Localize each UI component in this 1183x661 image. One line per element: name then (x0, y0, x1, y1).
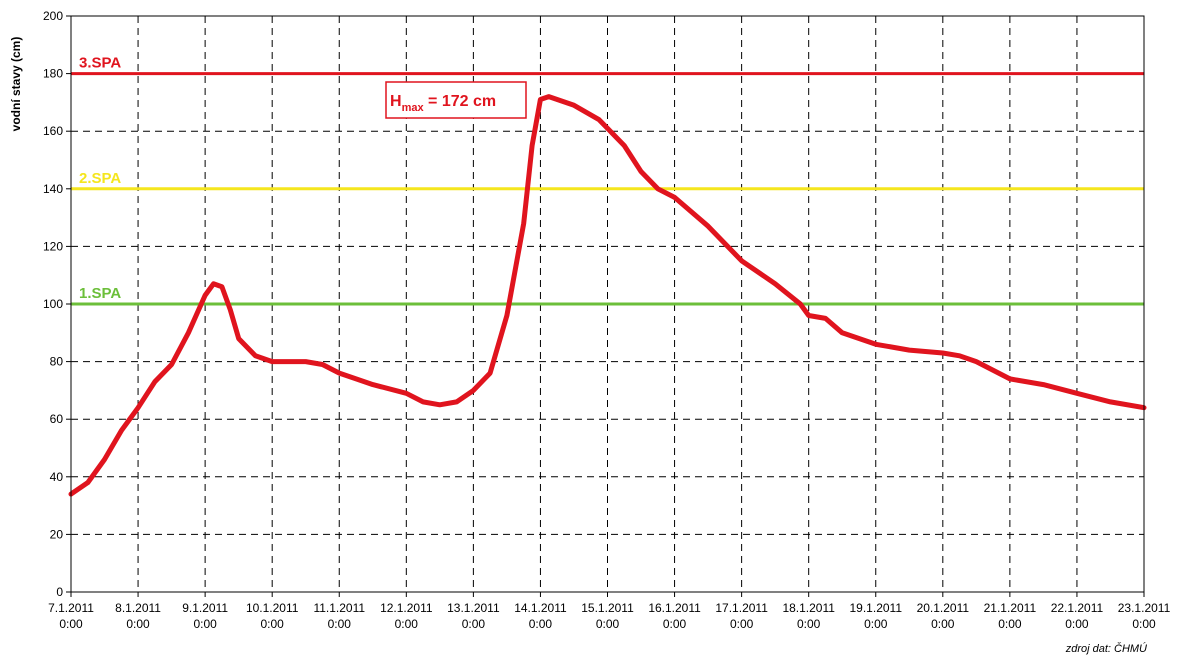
y-tick-label: 200 (43, 9, 63, 23)
y-tick-label: 180 (43, 67, 63, 81)
x-tick-label-date: 10.1.2011 (246, 601, 299, 615)
y-tick-label: 20 (50, 527, 64, 541)
x-tick-label-time: 0:00 (395, 617, 419, 631)
x-tick-label-date: 13.1.2011 (447, 601, 500, 615)
x-tick-label-time: 0:00 (931, 617, 955, 631)
y-tick-label: 40 (50, 470, 64, 484)
y-tick-label: 120 (43, 239, 63, 253)
x-tick-label-date: 21.1.2011 (984, 601, 1037, 615)
x-tick-label-date: 11.1.2011 (313, 601, 365, 615)
threshold-lines: 3.SPA 2.SPA 1.SPA (71, 55, 1144, 306)
x-tick-label-date: 7.1.2011 (48, 601, 94, 615)
x-tick-label-time: 0:00 (261, 617, 285, 631)
threshold-label-3spa: 3.SPA (79, 55, 121, 72)
x-tick-label-time: 0:00 (193, 617, 217, 631)
series-layer (68, 94, 1147, 497)
x-tick-label-date: 8.1.2011 (115, 601, 161, 615)
x-tick-label-date: 20.1.2011 (917, 601, 970, 615)
x-tick-label-date: 23.1.2011 (1118, 601, 1171, 615)
x-tick-label-time: 0:00 (126, 617, 150, 631)
y-tick-label: 140 (43, 182, 63, 196)
x-tick-label-time: 0:00 (59, 617, 83, 631)
data-source-note: zdroj dat: ČHMÚ (1065, 643, 1147, 655)
hmax-rest: = 172 cm (424, 93, 497, 110)
x-tick-label-time: 0:00 (864, 617, 888, 631)
threshold-label-2spa: 2.SPA (79, 170, 121, 187)
x-tick-label-time: 0:00 (663, 617, 687, 631)
series-line-0 (68, 94, 1147, 497)
x-tick-label-time: 0:00 (328, 617, 352, 631)
threshold-label-1spa: 1.SPA (79, 285, 121, 302)
y-tick-label: 100 (43, 297, 63, 311)
x-tick-label-date: 14.1.2011 (514, 601, 567, 615)
axes (66, 15, 1145, 597)
x-tick-label-date: 9.1.2011 (182, 601, 228, 615)
x-tick-label-date: 17.1.2011 (715, 601, 768, 615)
y-axis-label: vodní stavy (cm) (9, 37, 23, 132)
hmax-sub: max (402, 102, 425, 114)
x-tick-label-time: 0:00 (797, 617, 821, 631)
x-tick-label-time: 0:00 (596, 617, 620, 631)
x-tick-label-time: 0:00 (462, 617, 486, 631)
y-tick-label: 60 (50, 412, 64, 426)
x-tick-label-date: 18.1.2011 (782, 601, 835, 615)
x-tick-label-time: 0:00 (998, 617, 1022, 631)
x-tick-label-time: 0:00 (529, 617, 553, 631)
x-tick-label-time: 0:00 (730, 617, 754, 631)
x-tick-label-time: 0:00 (1065, 617, 1089, 631)
hmax-annotation-box (385, 81, 527, 119)
y-tick-label: 0 (56, 585, 63, 599)
x-tick-label-date: 15.1.2011 (581, 601, 634, 615)
hmax-main: H (390, 93, 402, 110)
x-tick-label-date: 16.1.2011 (648, 601, 701, 615)
y-tick-label: 160 (43, 124, 63, 138)
x-tick-labels: 7.1.2011 0:00 8.1.2011 0:00 9.1.2011 0:00 10.1… (48, 601, 1170, 631)
hmax-annotation: Hmax = 172 cm (385, 81, 527, 119)
x-tick-label-date: 12.1.2011 (380, 601, 433, 615)
y-tick-labels: 0 20 40 60 80 100 120 140 160 180 200 (43, 9, 63, 599)
x-tick-label-time: 0:00 (1132, 617, 1156, 631)
y-tick-label: 80 (50, 355, 64, 369)
x-tick-label-date: 19.1.2011 (850, 601, 903, 615)
x-tick-label-date: 22.1.2011 (1051, 601, 1104, 615)
hmax-annotation-text: Hmax = 172 cm (390, 93, 496, 114)
